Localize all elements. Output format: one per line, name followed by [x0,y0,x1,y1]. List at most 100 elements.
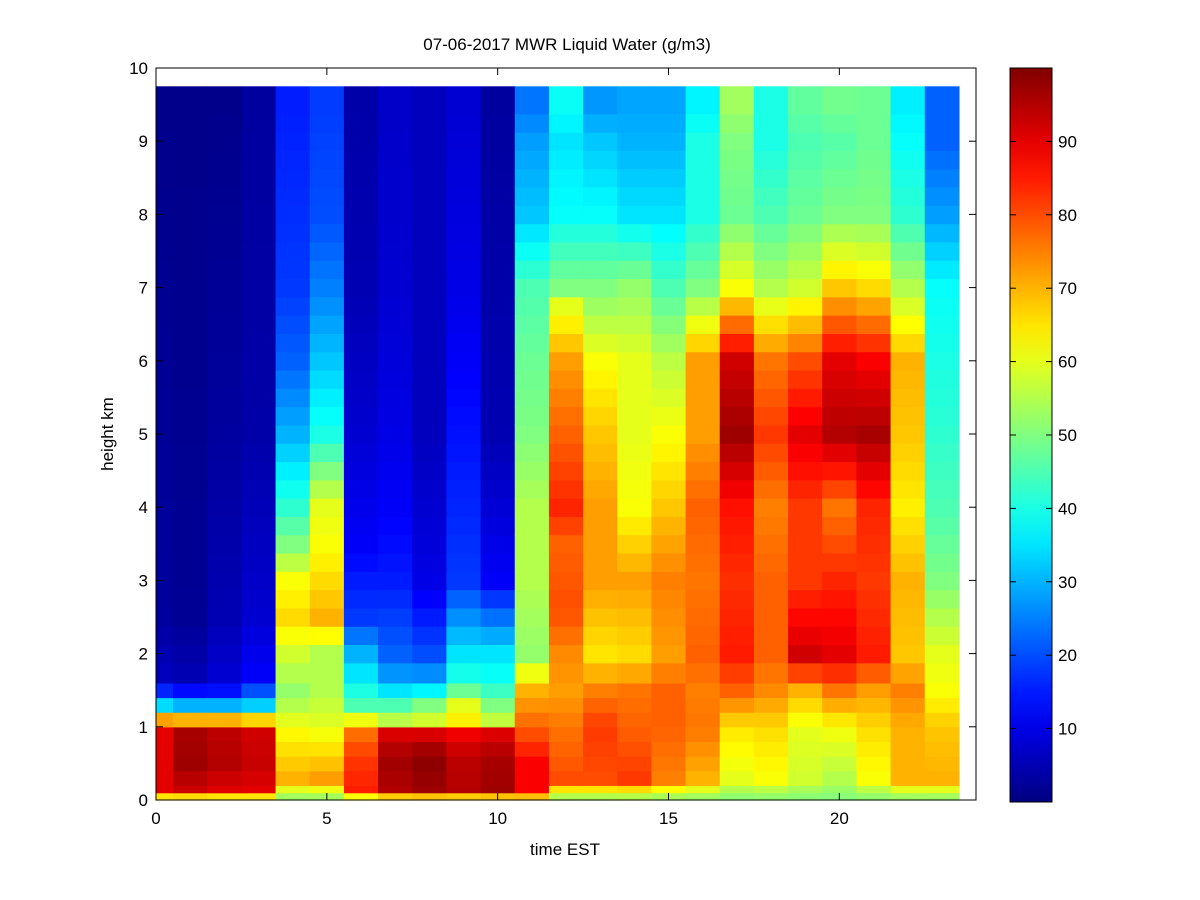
heatmap-cell [173,260,208,280]
heatmap-cell [719,626,755,646]
heatmap-cell [890,792,926,801]
heatmap-cell [822,756,858,772]
heatmap-cell [753,479,789,499]
heatmap-cell [343,516,379,536]
heatmap-cell [514,552,550,572]
heatmap-cell [651,552,687,572]
heatmap-cell [583,351,618,371]
heatmap-cell [480,186,516,206]
heatmap-cell [583,756,618,772]
heatmap-cell [343,792,379,801]
heatmap-cell [514,682,550,699]
heatmap-cell [207,132,243,151]
heatmap-cell [856,260,892,280]
heatmap-cell [207,205,243,225]
heatmap-cell [719,792,755,801]
heatmap-cell [275,726,311,743]
heatmap-cell [446,278,482,298]
heatmap-cell [685,241,721,261]
heatmap-cell [173,369,208,389]
heatmap-cell [309,205,345,225]
heatmap-cell [412,113,448,133]
heatmap-cell [856,516,892,536]
heatmap-cell [480,697,516,713]
heatmap-cell [822,498,858,517]
heatmap-cell [480,296,516,316]
heatmap-cell [241,113,277,133]
heatmap-cell [651,333,687,353]
heatmap-cell [890,333,926,353]
heatmap-cell [753,260,789,280]
heatmap-cell [173,241,208,261]
heatmap-cell [207,756,243,772]
heatmap-cell [617,712,653,728]
heatmap-cell [156,770,174,786]
heatmap-cell [156,644,174,664]
colorbar-gradient [1010,68,1052,802]
heatmap-cell [173,150,208,170]
heatmap-cell [156,406,174,426]
heatmap-cell [309,86,345,115]
heatmap-cell [890,388,926,408]
heatmap-cell [514,388,550,408]
heatmap-cell [309,785,345,794]
heatmap-cell [753,682,789,699]
heatmap-cell [685,388,721,408]
heatmap-cell [719,113,755,133]
heatmap-cell [890,150,926,170]
heatmap-cell [856,697,892,713]
heatmap-cell [207,241,243,261]
heatmap-cell [514,132,550,151]
heatmap-cell [378,168,413,188]
heatmap-cell [890,607,926,627]
heatmap-cell [514,479,550,499]
heatmap-cell [241,424,277,444]
heatmap-cell [856,626,892,646]
heatmap-cell [241,712,277,728]
heatmap-cell [275,186,311,206]
heatmap-cell [822,150,858,170]
heatmap-cell [788,86,823,115]
heatmap-cell [753,712,789,728]
heatmap-cell [343,113,379,133]
heatmap-cell [753,333,789,353]
heatmap-cell [617,756,653,772]
heatmap-cell [480,443,516,463]
heatmap-cell [309,241,345,261]
heatmap-cell [617,644,653,664]
heatmap-cell [924,315,960,334]
heatmap-cell [173,682,208,699]
heatmap-cell [275,756,311,772]
heatmap-cell [651,406,687,426]
heatmap-cell [651,241,687,261]
heatmap-cell [309,223,345,243]
heatmap-cell [156,461,174,481]
heatmap-cell [241,168,277,188]
heatmap-cell [788,443,823,463]
heatmap-cell [343,534,379,554]
heatmap-cell [788,682,823,699]
heatmap-cell [856,726,892,743]
heatmap-cell [156,333,174,353]
heatmap-cell [446,186,482,206]
heatmap-cell [412,662,448,684]
heatmap-cell [480,741,516,757]
heatmap-cell [378,626,413,646]
heatmap-cell [378,756,413,772]
heatmap-cell [309,278,345,298]
heatmap-cell [480,241,516,261]
heatmap-cell [378,443,413,463]
heatmap-cell [514,315,550,334]
heatmap-cell [241,150,277,170]
heatmap-cell [617,662,653,684]
heatmap-cell [173,662,208,684]
heatmap-cell [617,132,653,151]
heatmap-cell [788,388,823,408]
heatmap-cell [753,534,789,554]
heatmap-cell [822,516,858,536]
heatmap-cell [412,223,448,243]
heatmap-cell [412,461,448,481]
heatmap-cell [719,662,755,684]
heatmap-cell [275,150,311,170]
heatmap-cell [685,443,721,463]
